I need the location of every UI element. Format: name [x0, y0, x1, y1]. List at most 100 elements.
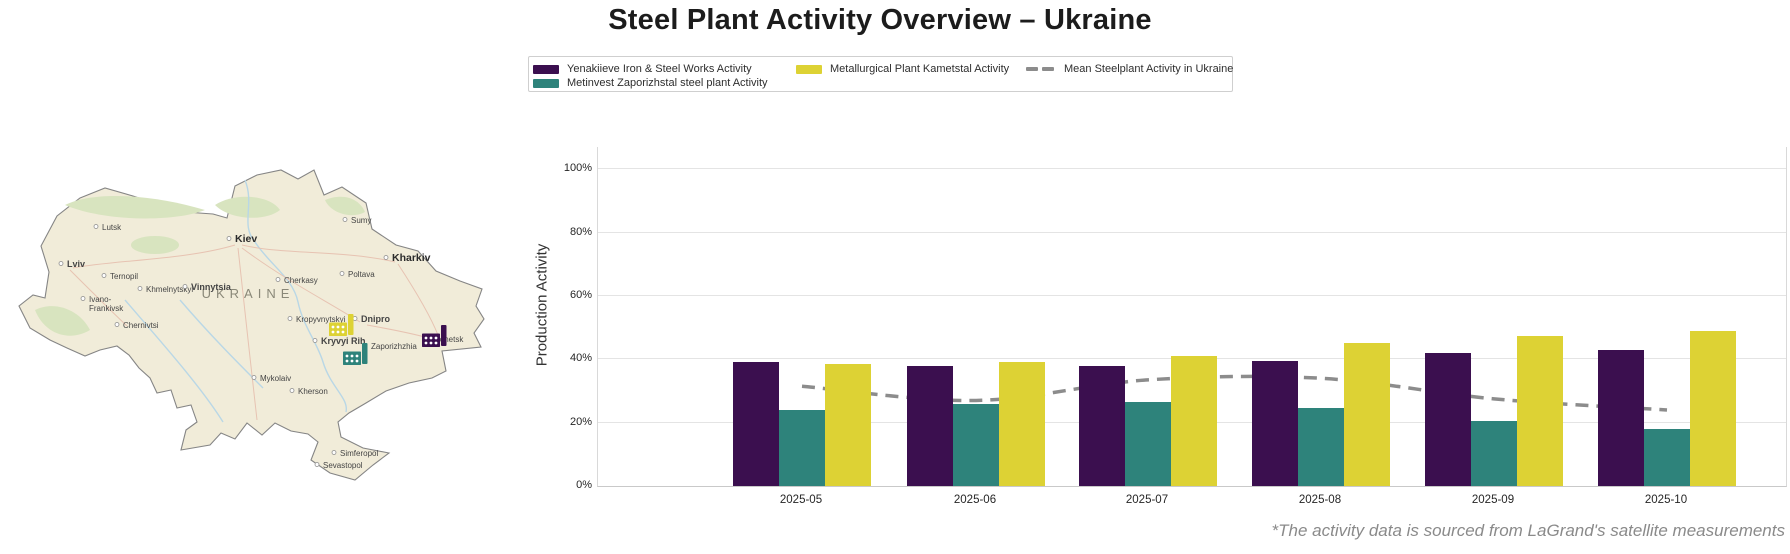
- city-dot: [339, 271, 345, 276]
- city-label: Cherkasy: [284, 276, 318, 285]
- source-footnote: *The activity data is sourced from LaGra…: [1271, 521, 1785, 540]
- bar-2025-08-s1: [1298, 408, 1344, 486]
- city-dot: [182, 284, 188, 289]
- y-axis-title: Production Activity: [533, 243, 551, 367]
- city-label: Sumy: [351, 216, 371, 225]
- city-label: Lutsk: [102, 223, 122, 232]
- city-dot: [251, 375, 257, 380]
- page-title: Steel Plant Activity Overview – Ukraine: [608, 4, 1152, 36]
- city-dot: [58, 261, 64, 266]
- bar-2025-08-s0: [1252, 360, 1298, 486]
- x-tick-label: 2025-07: [1125, 494, 1169, 506]
- factory-icon: Yenakiieve Iron & Steel Works: [422, 325, 447, 347]
- city-label: Mykolaiv: [260, 374, 291, 383]
- city-dot: [275, 277, 281, 282]
- legend-label: Metinvest Zaporizhstal steel plant Activ…: [567, 77, 768, 89]
- y-tick-label: 0%: [576, 479, 592, 491]
- bar-chart: Production Activity 0% 20% 40% 60% 80% 100% 2…: [534, 147, 1790, 547]
- bar-2025-07-s1: [1125, 402, 1171, 486]
- city-dot: [289, 388, 295, 393]
- city-dot: [101, 273, 107, 278]
- city-label: Dnipro: [361, 314, 390, 324]
- gridline-60%: [598, 294, 1786, 296]
- bar-2025-10-s1: [1644, 428, 1690, 486]
- metinvest-swatch: [533, 78, 559, 88]
- city-label: Kiev: [235, 233, 257, 245]
- city-dot: [352, 316, 358, 321]
- factory-icon: Metinvest Zaporizhstal steel plant: [343, 343, 368, 365]
- city-dot: [383, 255, 389, 260]
- factory-markers: Metallurgical Plant Kametstal Metinvest Z…: [329, 314, 447, 365]
- city-dot: [287, 316, 293, 321]
- city-label: Khmelnytskyi: [146, 285, 193, 294]
- city-dot: [80, 296, 86, 301]
- city-label: Donetsk: [434, 335, 464, 344]
- city-label: Kryvyi Rih: [321, 336, 366, 346]
- city-dot: [342, 217, 348, 222]
- bar-2025-07-s0: [1079, 365, 1125, 486]
- city-label: Vinnytsia: [191, 282, 232, 292]
- city-dot: [331, 450, 337, 455]
- rivers: [124, 179, 347, 423]
- city-dot: [93, 224, 99, 229]
- bar-2025-07-s2: [1171, 356, 1217, 486]
- x-tick-label: 2025-05: [779, 494, 823, 506]
- city-dot: [314, 462, 320, 467]
- bar-2025-09-s2: [1517, 335, 1563, 486]
- city-label: Kropyvnytskyi: [296, 315, 346, 324]
- legend-box: Yenakiieve Iron & Steel Works Activity M…: [528, 56, 1233, 92]
- bar-2025-09-s0: [1425, 352, 1471, 486]
- city-label: Kharkiv: [392, 252, 431, 264]
- bar-2025-08-s2: [1344, 343, 1390, 486]
- y-tick-label: 40%: [569, 352, 592, 365]
- bar-2025-06-s1: [953, 403, 999, 486]
- factory-icon: Metallurgical Plant Kametstal: [329, 314, 354, 336]
- gridline-80%: [598, 231, 1786, 233]
- x-tick-label: 2025-08: [1298, 494, 1342, 506]
- bar-2025-06-s0: [907, 365, 953, 486]
- x-tick-label: 2025-09: [1471, 494, 1515, 506]
- bar-2025-10-s2: [1690, 330, 1736, 486]
- legend-label: Metallurgical Plant Kametstal Activity: [830, 63, 1010, 75]
- city-label: Zaporizhzhia: [371, 342, 417, 351]
- bar-2025-05-s0: [733, 362, 779, 486]
- x-tick-label: 2025-06: [953, 494, 997, 506]
- city-label: Poltava: [348, 270, 375, 279]
- x-tick-label: 2025-10: [1644, 494, 1688, 506]
- plot-area: [597, 147, 1787, 487]
- y-tick-label: 100%: [563, 162, 592, 175]
- bar-2025-06-s2: [999, 362, 1045, 486]
- bar-2025-05-s1: [779, 409, 825, 486]
- city-label: Simferopol: [340, 449, 378, 458]
- y-tick-label: 80%: [569, 225, 592, 238]
- ukraine-map: UKRAINE Lutsk Lviv Ternopil KhmelnytskyiVin…: [18, 169, 485, 481]
- yenakiieve-swatch: [533, 64, 559, 74]
- y-tick-label: 60%: [569, 288, 592, 301]
- city-label: Ivano-Frankivsk: [89, 295, 124, 313]
- y-tick-label: 20%: [569, 415, 592, 428]
- city-label: Sevastopol: [323, 461, 363, 470]
- city-dot: [226, 236, 232, 241]
- kametstal-swatch: [796, 64, 822, 74]
- city-dot: [114, 322, 120, 327]
- legend-item-metinvest: Metinvest Zaporizhstal steel plant Activ…: [533, 77, 768, 89]
- mean-dash-swatch: [1026, 67, 1056, 71]
- gridline-100%: [598, 168, 1786, 170]
- bar-2025-05-s2: [825, 364, 871, 486]
- city-dot: [137, 286, 143, 291]
- country-label: UKRAINE: [202, 286, 295, 301]
- bar-2025-09-s1: [1471, 421, 1517, 486]
- legend-label: Yenakiieve Iron & Steel Works Activity: [567, 63, 752, 75]
- legend-item-mean: Mean Steelplant Activity in Ukraine: [1026, 63, 1233, 75]
- legend-item-kametstal: Metallurgical Plant Kametstal Activity: [796, 63, 1009, 75]
- city-dot: [312, 338, 318, 343]
- city-label: Chernivtsi: [123, 321, 159, 330]
- city-label: Ternopil: [110, 272, 138, 281]
- legend-item-yenakiieve: Yenakiieve Iron & Steel Works Activity: [533, 63, 752, 75]
- city-label: Kherson: [298, 387, 328, 396]
- legend-label: Mean Steelplant Activity in Ukraine: [1064, 63, 1234, 75]
- city-label: Lviv: [67, 259, 85, 269]
- forest-areas: [35, 195, 365, 336]
